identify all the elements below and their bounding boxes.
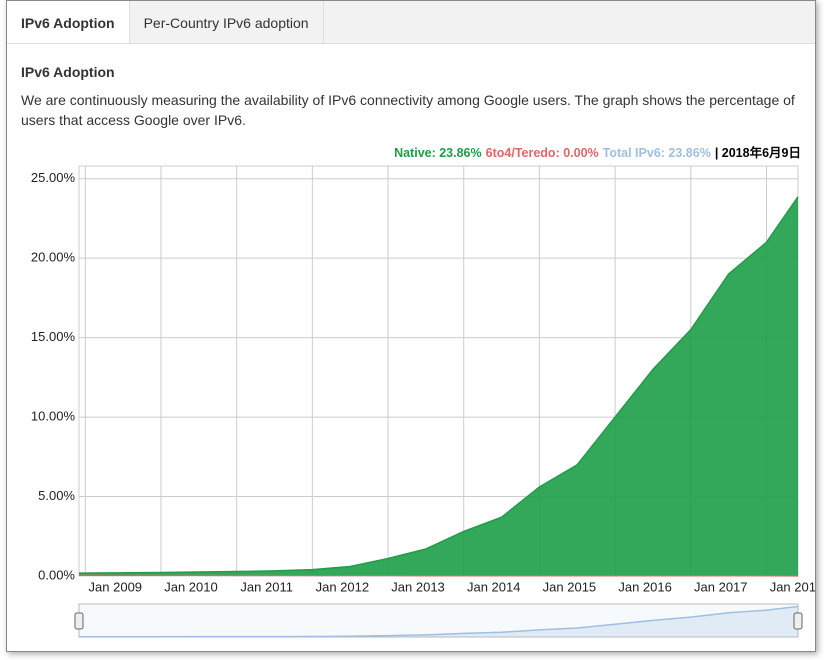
y-tick-label: 25.00% (31, 170, 76, 185)
x-tick-label: Jan 2017 (694, 579, 748, 594)
y-tick-label: 0.00% (38, 567, 75, 582)
navigator-line (78, 605, 799, 638)
legend-item: 6to4/Teredo: 0.00% (485, 146, 599, 160)
legend-item: | 2018年6月9日 (714, 146, 801, 160)
description: We are continuously measuring the availa… (21, 92, 795, 128)
area-line (79, 574, 799, 577)
legend-item: Total IPv6: 23.86% (602, 146, 711, 160)
navigator-handle (74, 612, 84, 630)
area-line (78, 196, 799, 574)
window: IPv6 Adoption Per-Country IPv6 adoption … (6, 0, 816, 652)
x-tick-label: Jan 2010 (164, 579, 218, 594)
y-tick-label: 10.00% (31, 409, 76, 424)
x-tick-label: Jan 2009 (89, 579, 143, 594)
tab[interactable]: IPv6 Adoption (7, 1, 130, 43)
chart: 0.00% 5.00% 10.00% 15.00% 20.00% 25.00% Jan 20… (31, 165, 815, 638)
x-tick-label: Jan 2018 (770, 579, 815, 594)
area-area (79, 196, 798, 576)
x-tick-label: Jan 2016 (618, 579, 672, 594)
x-tick-label: Jan 2015 (543, 579, 597, 594)
x-tick-label: Jan 2013 (391, 579, 445, 594)
x-tick-label: Jan 2011 (240, 579, 293, 594)
x-tick-label: Jan 2012 (316, 579, 370, 594)
y-tick-label: 15.00% (31, 329, 76, 344)
navigator-area (79, 606, 798, 637)
legend: Native: 23.86% 6to4/Teredo: 0.00% Total IP… (390, 142, 801, 161)
tab[interactable]: Per-Country IPv6 adoption (130, 1, 324, 43)
tab-bar: IPv6 Adoption Per-Country IPv6 adoption (7, 1, 815, 44)
x-tick-label: Jan 2014 (467, 579, 521, 594)
y-tick-label: 5.00% (38, 488, 75, 503)
y-tick-label: 20.00% (31, 250, 76, 265)
heading: IPv6 Adoption (21, 64, 115, 80)
navigator-handle (793, 612, 803, 630)
legend-item: Native: 23.86% (394, 146, 482, 160)
